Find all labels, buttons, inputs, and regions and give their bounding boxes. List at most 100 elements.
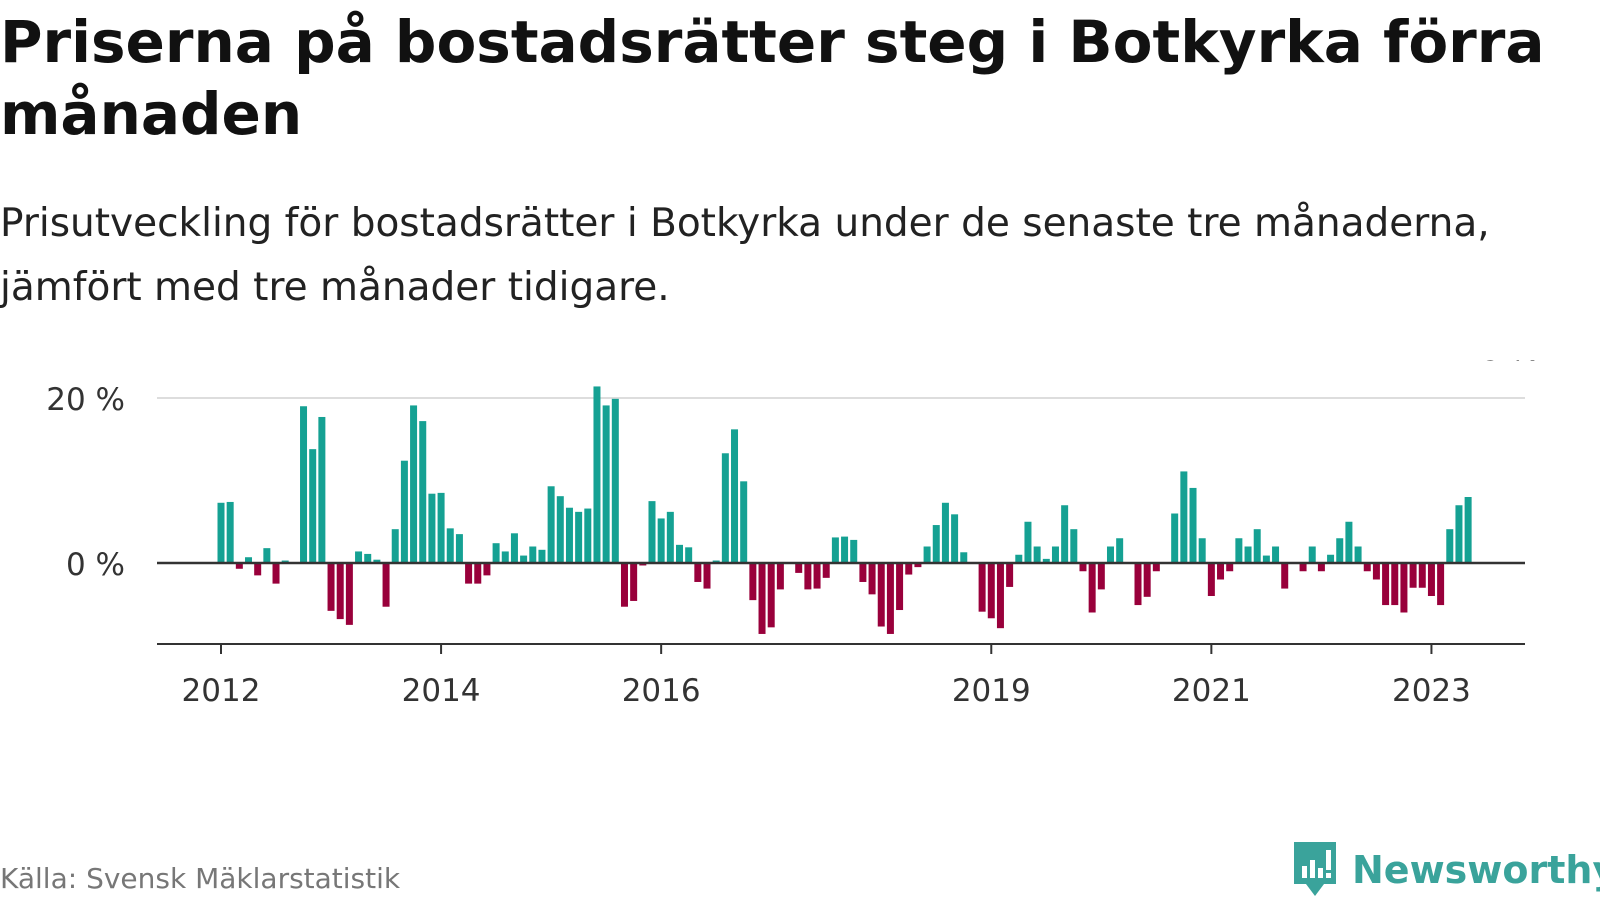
bar	[520, 555, 528, 563]
x-tick-label: 2019	[952, 673, 1031, 709]
bar	[859, 563, 867, 582]
bar	[1106, 546, 1114, 563]
bar	[1217, 563, 1225, 580]
bar	[1235, 538, 1243, 563]
bar	[309, 449, 317, 563]
bar	[987, 563, 995, 619]
bar	[721, 453, 729, 563]
bar	[767, 563, 775, 628]
bar	[272, 563, 280, 584]
bar	[465, 563, 473, 584]
bar	[1455, 505, 1463, 563]
bar	[538, 549, 546, 563]
bar	[1033, 546, 1041, 563]
bar	[263, 548, 271, 563]
bar	[1317, 563, 1325, 572]
x-tick-label: 2014	[402, 673, 481, 709]
bar	[905, 563, 913, 575]
bar	[575, 511, 583, 563]
bar	[1198, 538, 1206, 563]
x-tick-label: 2023	[1392, 673, 1471, 709]
bar	[831, 537, 839, 563]
bar	[483, 563, 491, 576]
bar	[1024, 521, 1032, 563]
x-tick-label: 2016	[622, 673, 701, 709]
bar	[1446, 529, 1454, 563]
bar	[400, 460, 408, 563]
bar	[1391, 563, 1399, 606]
bar	[584, 508, 592, 563]
bar	[978, 563, 986, 612]
bar	[1079, 563, 1087, 572]
bar	[1097, 563, 1105, 590]
bar	[455, 534, 463, 563]
bar	[1088, 563, 1096, 613]
bar	[996, 563, 1004, 629]
bar	[1372, 563, 1380, 580]
bar-chart: 0 % 20 % 2012 2014 2016 2019 2021 2023 8 %	[46, 360, 1539, 709]
bar	[1244, 546, 1252, 563]
bar	[345, 563, 353, 625]
bar	[391, 529, 399, 563]
bar	[1345, 521, 1353, 563]
bar	[1427, 563, 1435, 596]
bar	[804, 563, 812, 590]
bar	[1409, 563, 1417, 588]
bar	[611, 398, 619, 563]
bar	[556, 496, 564, 563]
bar	[226, 501, 234, 563]
chart-title: Priserna på bostadsrätter steg i Botkyrk…	[0, 8, 1545, 148]
brand-logo[interactable]: Newsworthy	[1290, 840, 1600, 900]
bar	[813, 563, 821, 589]
bar	[694, 563, 702, 582]
bar	[749, 563, 757, 601]
bar	[1143, 563, 1151, 597]
bar	[795, 563, 803, 573]
bar	[446, 528, 454, 563]
bar	[419, 421, 427, 563]
bar	[1189, 487, 1197, 563]
bar	[373, 559, 381, 563]
bar	[877, 563, 885, 627]
bar	[776, 563, 784, 590]
bar	[474, 563, 482, 584]
bar	[1051, 546, 1059, 563]
y-tick-label: 20 %	[46, 382, 125, 418]
bar	[758, 563, 766, 634]
bar	[1354, 546, 1362, 563]
bar	[703, 563, 711, 589]
bar	[602, 405, 610, 563]
bar	[327, 563, 335, 611]
bar	[850, 539, 858, 563]
bar	[217, 502, 225, 563]
bar	[1418, 563, 1426, 588]
bar	[941, 502, 949, 563]
bar	[731, 429, 739, 563]
bar	[501, 551, 509, 563]
bar	[1171, 513, 1179, 563]
bar	[355, 551, 363, 563]
bar	[1253, 529, 1261, 563]
bar	[492, 543, 500, 563]
bar	[1336, 538, 1344, 563]
bar	[841, 536, 849, 563]
brand-name: Newsworthy	[1352, 848, 1600, 892]
bar	[1281, 563, 1289, 589]
bar	[1180, 471, 1188, 563]
bar	[437, 492, 445, 563]
bar	[914, 563, 922, 568]
bar	[1272, 546, 1280, 563]
bar	[1382, 563, 1390, 606]
bar	[235, 563, 243, 569]
bar	[1006, 563, 1014, 587]
bar	[822, 563, 830, 578]
bar	[547, 486, 555, 563]
bar	[1262, 555, 1270, 563]
bar	[300, 406, 308, 563]
bar	[666, 511, 674, 563]
bar	[254, 563, 262, 576]
bar	[676, 544, 683, 563]
newsworthy-logo-icon	[1294, 842, 1336, 896]
bar	[1015, 554, 1023, 563]
bar	[1042, 558, 1050, 563]
